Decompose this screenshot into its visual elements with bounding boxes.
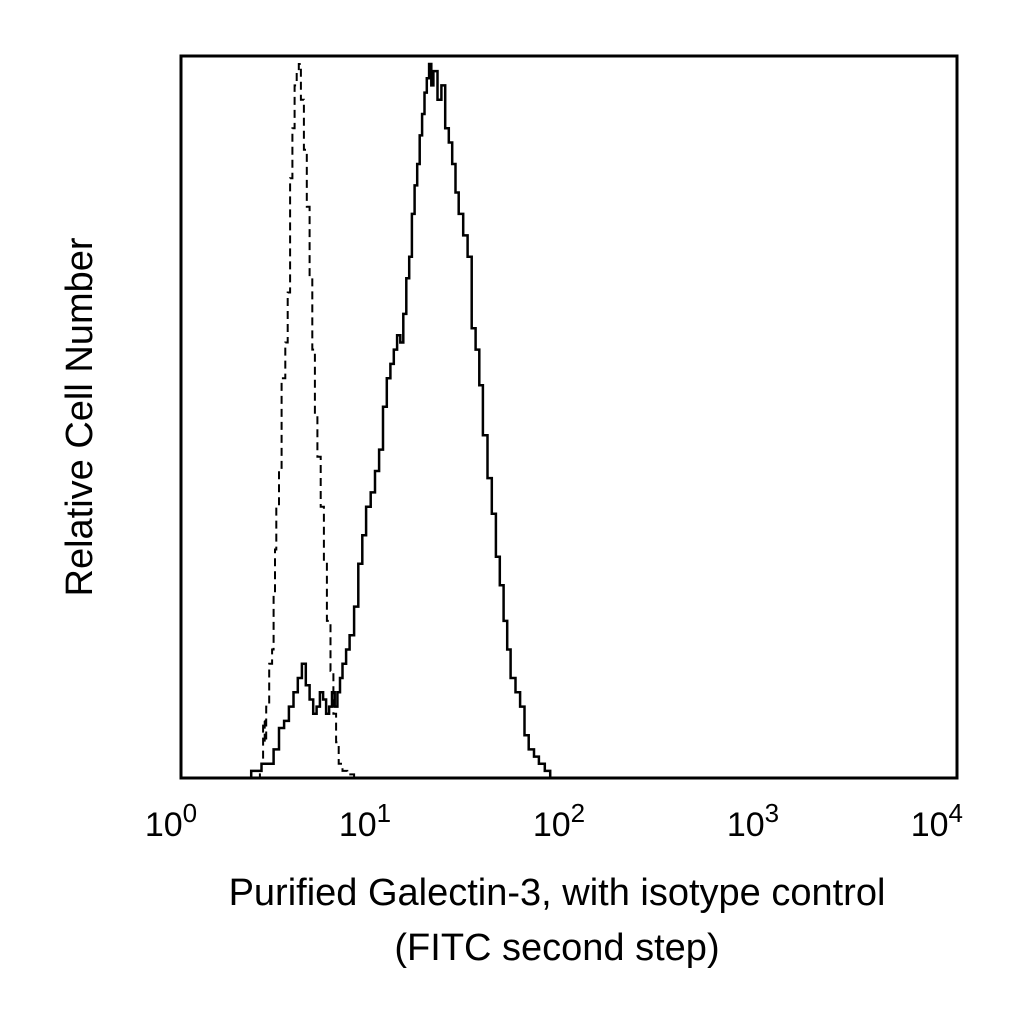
x-tick-label: 100 (145, 798, 197, 844)
x-tick-base: 10 (911, 806, 949, 844)
plot-frame (179, 54, 959, 780)
x-tick-exponent: 2 (571, 798, 585, 828)
galectin-3-histogram (239, 62, 552, 780)
x-tick-exponent: 0 (183, 798, 197, 828)
x-tick-base: 10 (533, 806, 571, 844)
x-axis-label-line-2: (FITC second step) (394, 927, 719, 969)
x-tick-label: 104 (911, 798, 963, 844)
x-tick-base: 10 (145, 806, 183, 844)
x-tick-label: 103 (727, 798, 779, 844)
x-tick-labels: 100 101 102 103 104 (145, 798, 963, 844)
x-tick-label: 101 (339, 798, 391, 844)
x-tick-exponent: 4 (949, 798, 963, 828)
isotype-control-histogram (256, 63, 356, 779)
x-tick-base: 10 (727, 806, 765, 844)
x-tick-exponent: 1 (377, 798, 391, 828)
x-tick-base: 10 (339, 806, 377, 844)
x-tick-label: 102 (533, 798, 585, 844)
series-layer (239, 62, 552, 780)
x-axis-label-line-1: Purified Galectin-3, with isotype contro… (229, 872, 886, 914)
y-axis-label: Relative Cell Number (59, 237, 101, 596)
x-tick-exponent: 3 (765, 798, 779, 828)
